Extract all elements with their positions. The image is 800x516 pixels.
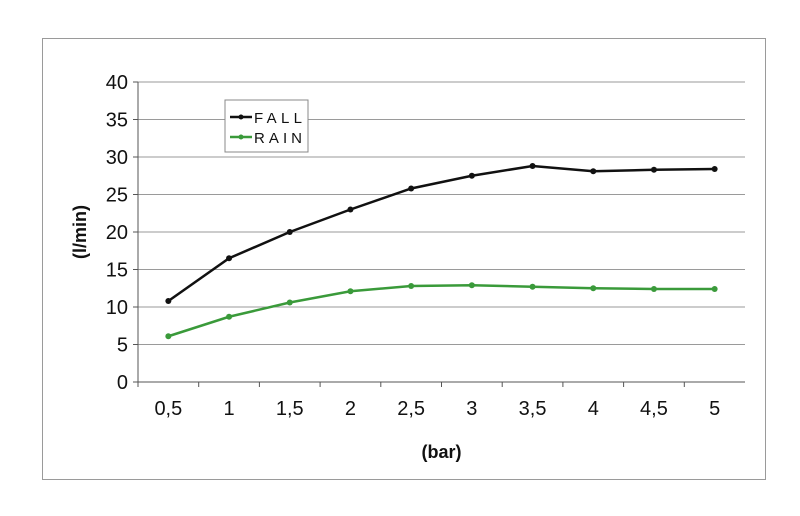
x-tick-label: 4 <box>588 398 599 420</box>
data-point-fall <box>590 168 597 175</box>
data-point-rain <box>468 282 475 289</box>
y-tick-label: 30 <box>106 147 128 169</box>
data-point-fall <box>226 255 233 262</box>
y-tick-label: 10 <box>106 297 128 319</box>
y-tick-label: 35 <box>106 110 128 132</box>
y-tick-label: 5 <box>117 335 128 357</box>
x-tick-label: 1,5 <box>276 398 304 420</box>
y-tick-label: 40 <box>106 72 128 94</box>
x-tick-label: 3 <box>466 398 477 420</box>
x-tick-label: 4,5 <box>640 398 668 420</box>
data-point-rain <box>650 286 657 292</box>
data-point-rain <box>590 285 597 292</box>
data-point-rain <box>347 288 354 295</box>
data-point-rain <box>408 283 415 289</box>
x-tick-label: 1 <box>223 398 234 420</box>
legend-label-rain: RAIN <box>254 130 302 147</box>
data-point-rain <box>529 283 536 290</box>
y-tick-label: 25 <box>106 185 128 207</box>
legend-marker-fall <box>238 114 244 120</box>
data-point-fall <box>408 185 415 192</box>
series-line-fall <box>167 164 715 303</box>
data-point-fall <box>529 163 536 169</box>
x-tick-label: 2 <box>345 398 356 420</box>
x-axis-label: (bar) <box>422 442 462 462</box>
x-tick-label: 2,5 <box>397 398 425 420</box>
y-tick-label: 0 <box>117 372 128 394</box>
legend <box>224 99 309 153</box>
data-point-rain <box>286 299 293 306</box>
chart-frame <box>42 38 766 480</box>
x-tick-label: 3,5 <box>519 398 547 420</box>
y-tick-label: 15 <box>106 260 128 282</box>
y-tick-label: 20 <box>106 222 128 244</box>
data-point-fall <box>650 166 657 173</box>
data-point-fall <box>347 206 354 213</box>
data-point-fall <box>468 172 475 179</box>
data-point-fall <box>711 166 718 172</box>
legend-marker-rain <box>238 134 244 140</box>
data-point-fall <box>165 298 172 304</box>
series-line-rain <box>167 283 715 338</box>
y-axis-label: (l/min) <box>70 205 90 259</box>
x-tick-label: 5 <box>709 398 720 420</box>
data-point-rain <box>711 286 718 292</box>
x-tick-label: 0,5 <box>154 398 182 420</box>
data-point-rain <box>165 333 172 340</box>
data-point-fall <box>286 229 293 235</box>
data-point-rain <box>226 313 233 320</box>
